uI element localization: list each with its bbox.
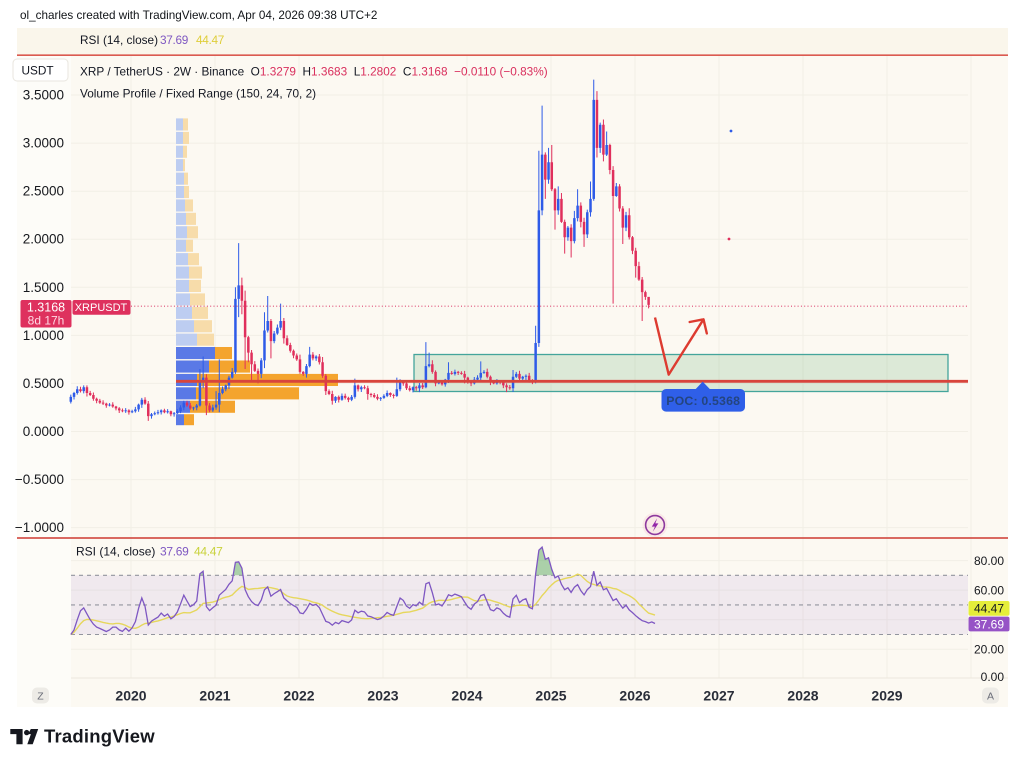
svg-text:2025: 2025 (535, 688, 566, 704)
svg-text:0.0000: 0.0000 (23, 424, 64, 439)
svg-text:2024: 2024 (451, 688, 482, 704)
svg-text:80.00: 80.00 (974, 554, 1004, 568)
svg-text:37.69: 37.69 (160, 545, 189, 559)
svg-text:2022: 2022 (283, 688, 314, 704)
svg-text:1.3168: 1.3168 (27, 301, 65, 315)
svg-text:20.00: 20.00 (974, 643, 1004, 657)
svg-text:2021: 2021 (199, 688, 230, 704)
svg-text:TradingView: TradingView (44, 726, 155, 747)
svg-text:37.69: 37.69 (974, 617, 1004, 631)
svg-text:44.47: 44.47 (194, 545, 223, 559)
svg-text:1.5000: 1.5000 (23, 280, 64, 295)
svg-text:Z: Z (37, 691, 44, 703)
svg-text:3.5000: 3.5000 (23, 88, 64, 103)
svg-text:POC: 0.5368: POC: 0.5368 (666, 394, 740, 408)
svg-text:XRP / TetherUS · 2W · Binance: XRP / TetherUS · 2W · Binance O1.3279 H1… (80, 65, 548, 79)
svg-text:0.00: 0.00 (981, 670, 1005, 684)
svg-text:0.5000: 0.5000 (23, 376, 64, 391)
svg-text:3.0000: 3.0000 (23, 136, 64, 151)
svg-text:−1.0000: −1.0000 (15, 520, 64, 535)
svg-text:2026: 2026 (619, 688, 650, 704)
svg-text:RSI (14, close): RSI (14, close) (76, 545, 155, 559)
svg-text:37.69: 37.69 (160, 33, 188, 47)
svg-text:2027: 2027 (703, 688, 734, 704)
svg-text:1.0000: 1.0000 (23, 328, 64, 343)
svg-text:2029: 2029 (871, 688, 902, 704)
svg-text:XRPUSDT: XRPUSDT (75, 302, 128, 314)
svg-text:2.0000: 2.0000 (23, 232, 64, 247)
svg-text:A: A (987, 691, 994, 703)
svg-text:8d 17h: 8d 17h (28, 314, 65, 328)
svg-text:Volume Profile / Fixed Range (: Volume Profile / Fixed Range (150, 24, 7… (80, 87, 316, 101)
svg-text:60.00: 60.00 (974, 584, 1004, 598)
svg-text:44.47: 44.47 (974, 602, 1004, 616)
svg-text:2023: 2023 (367, 688, 398, 704)
svg-text:−0.5000: −0.5000 (15, 472, 64, 487)
svg-text:2.5000: 2.5000 (23, 184, 64, 199)
svg-text:44.47: 44.47 (196, 33, 224, 47)
svg-text:2020: 2020 (115, 688, 146, 704)
svg-text:ol_charles created with Tradin: ol_charles created with TradingView.com,… (20, 9, 377, 22)
svg-text:2028: 2028 (787, 688, 818, 704)
svg-text:RSI (14, close): RSI (14, close) (80, 33, 158, 47)
svg-text:USDT: USDT (22, 64, 54, 78)
